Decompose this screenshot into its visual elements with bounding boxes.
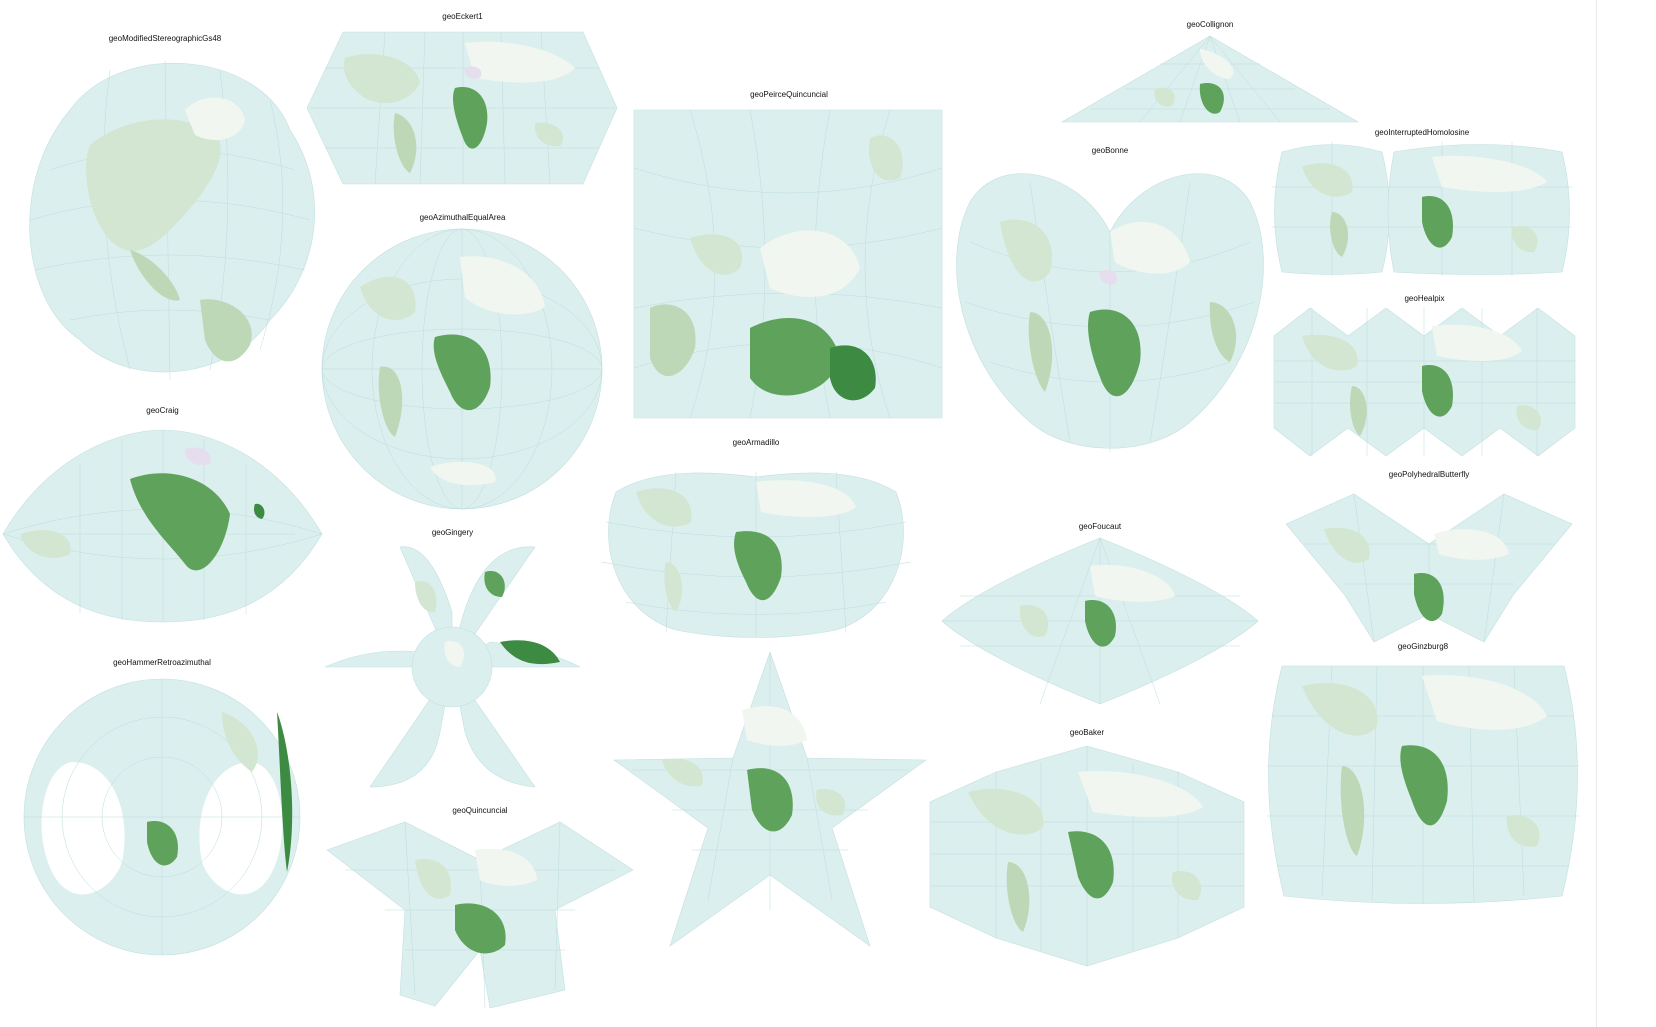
- map-title: geoPeirceQuincuncial: [750, 90, 828, 99]
- map-graphic: [306, 31, 618, 185]
- map-title: geoCraig: [146, 406, 179, 415]
- map-graphic: [956, 173, 1264, 452]
- map-graphic: [1272, 142, 1572, 276]
- map-title: geoGinzburg8: [1397, 642, 1449, 651]
- map-panel-collignon: geoCollignon: [1060, 20, 1360, 124]
- map-panel-star: [612, 650, 928, 954]
- map-panel-gingery: geoGingery: [320, 528, 585, 794]
- map-panel-hammer-retroazimuthal: geoHammerRetroazimuthal: [12, 658, 312, 958]
- map-graphic: [1060, 35, 1360, 123]
- map-title: geoArmadillo: [732, 438, 780, 447]
- map-panel-peirce-quincuncial: geoPeirceQuincuncial: [630, 90, 948, 424]
- map-panel-modified-stereographic-gs48: geoModifiedStereographicGs48: [10, 34, 320, 390]
- map-title: geoModifiedStereographicGs48: [108, 34, 222, 43]
- map-graphic: [600, 471, 912, 638]
- map-panel-eckert1: geoEckert1: [305, 12, 620, 188]
- map-title: geoGingery: [431, 528, 474, 537]
- map-graphic: [941, 537, 1259, 705]
- map-title: geoBonne: [1091, 146, 1129, 155]
- map-title: geoPolyhedralButterfly: [1388, 470, 1470, 479]
- map-graphic: [2, 429, 323, 623]
- map-panel-craig: geoCraig: [0, 406, 325, 626]
- map-panel-interrupted-homolosine: geoInterruptedHomolosine: [1272, 128, 1572, 278]
- map-title: geoCollignon: [1186, 20, 1234, 29]
- map-panel-quincuncial: geoQuincuncial: [325, 806, 635, 1010]
- map-panel-foucaut: geoFoucaut: [940, 522, 1260, 712]
- map-graphic: [1267, 665, 1579, 904]
- map-title: geoBaker: [1069, 728, 1105, 737]
- map-panel-ginzburg8: geoGinzburg8: [1262, 642, 1584, 912]
- map-title: geoInterruptedHomolosine: [1374, 128, 1470, 137]
- map-graphic: [321, 228, 603, 510]
- map-title: geoFoucaut: [1078, 522, 1122, 531]
- map-graphic: [326, 821, 634, 1009]
- map-graphic: [324, 546, 581, 788]
- map-graphic: [23, 678, 301, 956]
- map-graphic: [613, 651, 927, 947]
- page-divider: [1596, 0, 1597, 1027]
- map-graphic: [29, 59, 315, 381]
- map-title: geoQuincuncial: [452, 806, 508, 815]
- map-panel-healpix: geoHealpix: [1272, 294, 1577, 462]
- map-title: geoHammerRetroazimuthal: [113, 658, 211, 667]
- map-title: geoAzimuthalEqualArea: [419, 213, 506, 222]
- map-graphic: [633, 109, 943, 419]
- map-graphic: [1285, 493, 1573, 643]
- map-panel-baker: geoBaker: [928, 728, 1246, 970]
- map-panel-armadillo: geoArmadillo: [596, 438, 916, 638]
- map-graphic: [929, 745, 1245, 967]
- map-panel-bonne: geoBonne: [950, 146, 1270, 460]
- map-panel-azimuthal-equal-area: geoAzimuthalEqualArea: [320, 213, 605, 513]
- map-title: geoEckert1: [442, 12, 483, 21]
- map-title: geoHealpix: [1404, 294, 1445, 303]
- map-panel-polyhedral-butterfly: geoPolyhedralButterfly: [1284, 470, 1574, 646]
- map-graphic: [1273, 307, 1576, 457]
